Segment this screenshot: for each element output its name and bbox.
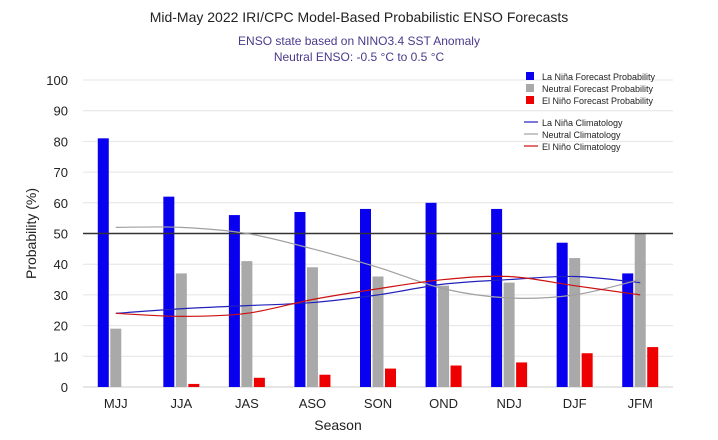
y-tick-label: 70: [54, 165, 68, 180]
y-tick-label: 50: [54, 227, 68, 242]
lanina-bar: [163, 196, 175, 387]
elnino-bar: [516, 362, 528, 387]
chart-subtitle-1: ENSO state based on NINO3.4 SST Anomaly: [238, 34, 480, 48]
x-tick-label: SON: [364, 396, 392, 411]
chart-subtitle-2: Neutral ENSO: -0.5 °C to 0.5 °C: [273, 50, 445, 64]
lanina-bar: [622, 273, 634, 387]
x-tick-label: DJF: [563, 396, 587, 411]
lanina-bar: [491, 208, 503, 387]
elnino-bar: [253, 377, 265, 387]
y-tick-label: 30: [54, 288, 68, 303]
y-tick-label: 90: [54, 104, 68, 119]
neutral-bar: [175, 273, 187, 387]
neutral-bar: [634, 233, 646, 387]
legend-swatch: [526, 72, 534, 80]
y-tick-label: 80: [54, 134, 68, 149]
legend-label: Neutral Forecast Probability: [542, 84, 654, 94]
neutral-bar: [110, 328, 122, 387]
y-tick-label: 100: [46, 73, 68, 88]
elnino-bar: [450, 365, 462, 387]
x-tick-label: JFM: [628, 396, 653, 411]
lanina-bar: [228, 215, 240, 387]
legend-swatch: [526, 96, 534, 104]
legend-swatch: [526, 84, 534, 92]
neutral-bar: [241, 261, 253, 387]
lanina-climatology-line: [115, 275, 641, 314]
x-tick-label: OND: [429, 396, 458, 411]
lanina-bar: [425, 202, 437, 387]
legend-label: La Niña Forecast Probability: [542, 72, 656, 82]
y-tick-label: 0: [61, 380, 68, 395]
y-tick-label: 60: [54, 196, 68, 211]
legend-label: El Niño Forecast Probability: [542, 96, 654, 106]
lanina-bar: [97, 138, 109, 387]
legend-label: Neutral Climatology: [542, 130, 621, 140]
elnino-bar: [581, 353, 593, 387]
legend-label: La Niña Climatology: [542, 118, 623, 128]
elnino-bar: [647, 347, 659, 387]
neutral-bar: [438, 285, 450, 387]
elnino-climatology-line: [115, 275, 641, 317]
chart-title: Mid-May 2022 IRI/CPC Model-Based Probabi…: [149, 9, 569, 25]
x-tick-label: ASO: [299, 396, 326, 411]
lanina-bar: [556, 242, 568, 387]
x-tick-label: JJA: [170, 396, 192, 411]
neutral-bar: [372, 276, 384, 387]
y-tick-label: 20: [54, 319, 68, 334]
neutral-bar: [306, 267, 318, 387]
elnino-bar: [385, 368, 396, 387]
neutral-bar: [503, 282, 515, 387]
elnino-bar: [188, 383, 200, 387]
x-axis-title: Season: [314, 417, 361, 433]
x-tick-label: MJJ: [104, 396, 128, 411]
x-tick-label: JAS: [235, 396, 259, 411]
y-tick-label: 40: [54, 257, 68, 272]
x-tick-label: NDJ: [496, 396, 521, 411]
neutral-bar: [569, 258, 581, 387]
lanina-bar: [360, 208, 371, 387]
elnino-bar: [319, 374, 331, 387]
legend-label: El Niño Climatology: [542, 142, 621, 152]
neutral-climatology-line: [115, 226, 641, 299]
lanina-bar: [294, 212, 306, 387]
y-axis-title: Probability (%): [23, 188, 39, 279]
y-tick-label: 10: [54, 349, 68, 364]
